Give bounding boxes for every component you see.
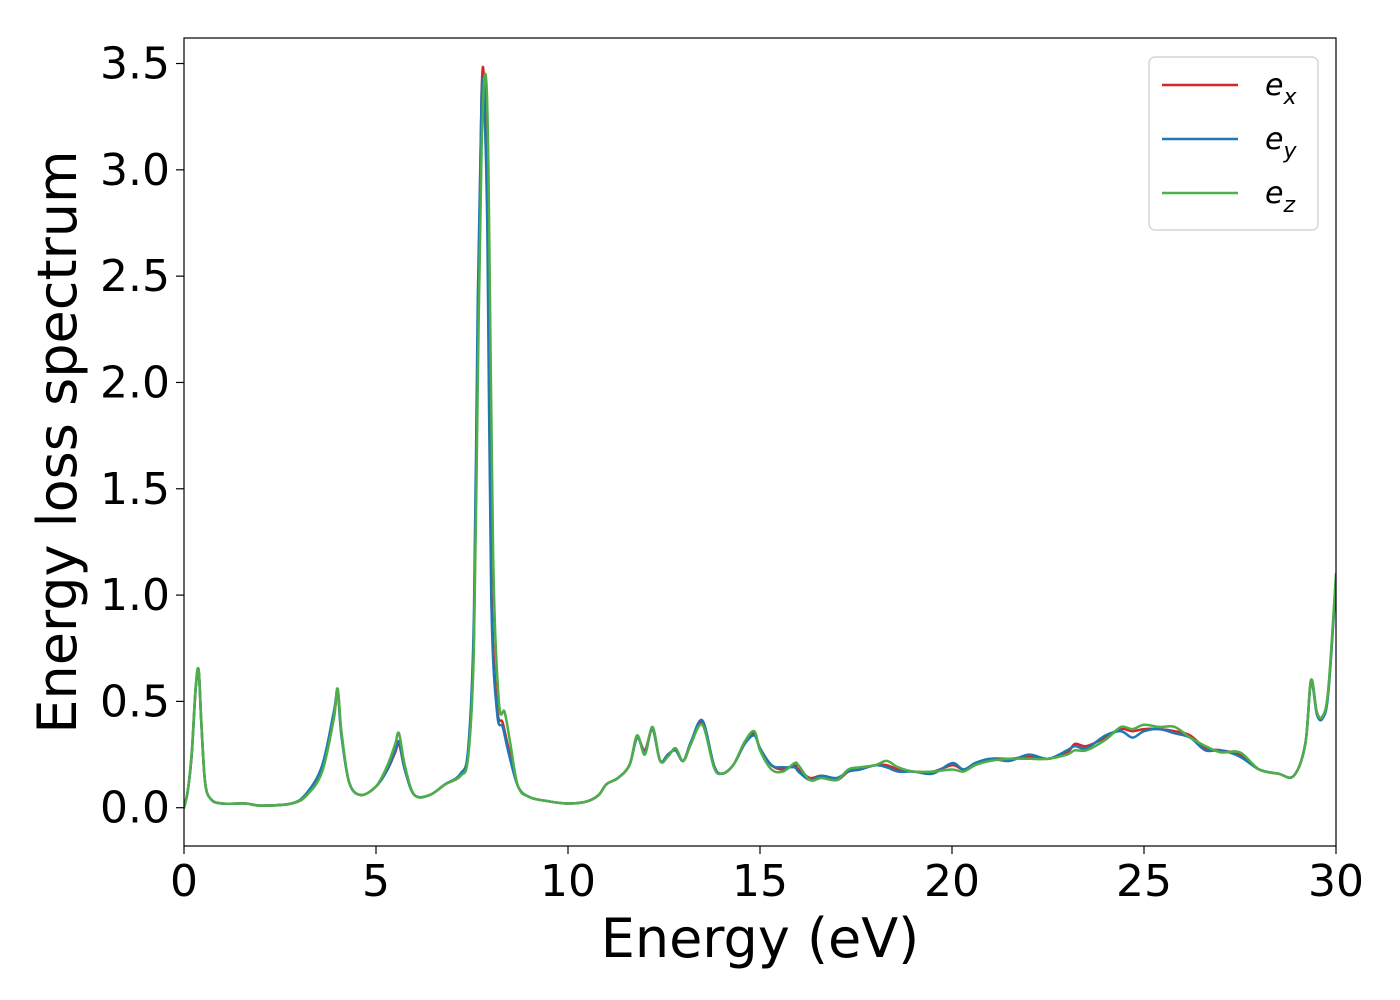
legend-box [1148,56,1319,231]
x-axis-title: Energy (eV) [601,907,920,970]
x-tick-label: 5 [362,856,390,907]
y-tick-label: 1.5 [100,464,170,515]
legend-label-y: ey [1265,122,1297,164]
x-tick-label: 15 [732,856,788,907]
x-tick-label: 25 [1116,856,1172,907]
y-tick-label: 0.5 [100,676,170,727]
x-tick-label: 30 [1308,856,1364,907]
legend-label-z: ez [1265,176,1295,218]
y-tick-label: 2.0 [100,357,170,408]
plot-lines [184,65,1336,809]
y-tick-label: 3.0 [100,145,170,196]
x-tick-label: 20 [924,856,980,907]
y-axis-title: Energy loss spectrum [26,150,89,733]
legend-label-x: ex [1265,68,1297,110]
x-axis: 0 5 10 15 20 25 30 [170,846,1364,907]
legend: ex ey ez [1148,56,1319,231]
y-tick-label: 0.0 [100,783,170,834]
series-line-z [184,72,1336,809]
y-axis: 0.0 0.5 1.0 1.5 2.0 2.5 3.0 3.5 [100,39,184,834]
x-tick-label: 0 [170,856,198,907]
y-tick-label: 1.0 [100,570,170,621]
y-tick-label: 3.5 [100,39,170,90]
y-tick-label: 2.5 [100,251,170,302]
x-tick-label: 10 [540,856,596,907]
